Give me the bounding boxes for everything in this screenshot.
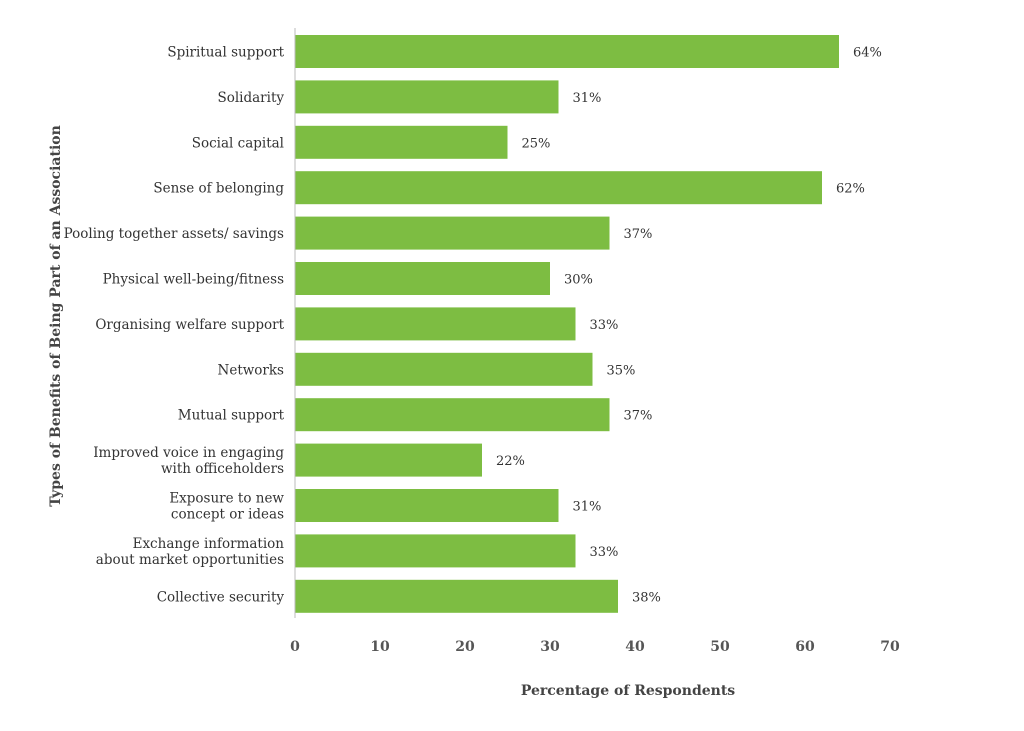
- value-label: 37%: [624, 227, 653, 242]
- category-label: Exchange information about market opportu…: [96, 536, 284, 568]
- category-label: Networks: [218, 362, 285, 378]
- y-axis-title: Types of Benefits of Being Part of an As…: [48, 125, 64, 507]
- category-label-line: Physical well-being/fitness: [103, 272, 284, 288]
- category-labels-group: Spiritual support Solidarity Social capita…: [64, 45, 285, 606]
- bar: [295, 579, 618, 613]
- x-tick-label: 50: [710, 639, 730, 655]
- category-label: Pooling together assets/ savings: [64, 226, 284, 242]
- value-label: 64%: [853, 46, 882, 61]
- bar: [295, 35, 839, 68]
- category-label-line: Solidarity: [217, 90, 284, 106]
- bar: [295, 262, 550, 295]
- value-label: 25%: [522, 136, 551, 151]
- category-label-line: Collective security: [157, 589, 285, 605]
- bar: [295, 80, 559, 114]
- bar: [295, 171, 822, 205]
- x-tick-label: 20: [455, 639, 475, 655]
- x-tick-label: 60: [795, 639, 815, 655]
- bars-group: [295, 35, 839, 613]
- category-label-line: Improved voice in engaging: [93, 445, 284, 461]
- category-label-line: Exposure to new: [169, 491, 284, 507]
- category-label-line: about market opportunities: [96, 552, 284, 568]
- category-label: Exposure to new concept or ideas: [169, 491, 284, 523]
- value-label: 35%: [607, 363, 636, 378]
- category-label: Improved voice in engaging with officehol…: [93, 445, 284, 477]
- bar: [295, 125, 508, 159]
- value-label: 62%: [836, 182, 865, 197]
- category-label-line: Spiritual support: [167, 45, 284, 61]
- category-label: Physical well-being/fitness: [103, 272, 284, 288]
- category-label: Solidarity: [217, 90, 284, 106]
- category-label-line: Sense of belonging: [153, 181, 284, 197]
- bar: [295, 307, 576, 341]
- x-tick-label: 40: [625, 639, 645, 655]
- x-tick-label: 70: [880, 639, 900, 655]
- bar: [295, 489, 559, 522]
- category-label-line: Exchange information: [133, 536, 285, 552]
- category-label: Spiritual support: [167, 45, 284, 61]
- category-label: Mutual support: [178, 408, 285, 424]
- category-label-line: Organising welfare support: [95, 317, 284, 333]
- value-label: 22%: [496, 454, 525, 469]
- category-label: Organising welfare support: [95, 317, 284, 333]
- x-tick-label: 10: [370, 639, 390, 655]
- x-tick-label: 30: [540, 639, 560, 655]
- bar: [295, 216, 610, 250]
- category-label-line: Social capital: [192, 135, 284, 151]
- value-labels-group: 64% 31% 25% 62% 37% 30% 33% 35% 37% 22% 31% 33% 38%: [496, 46, 882, 606]
- category-label: Sense of belonging: [153, 181, 284, 197]
- value-label: 37%: [624, 409, 653, 424]
- x-axis-title: Percentage of Respondents: [521, 683, 735, 699]
- category-label-line: Mutual support: [178, 408, 285, 424]
- x-tick-labels-group: 0 10 20 30 40 50 60 70: [290, 639, 900, 655]
- value-label: 33%: [590, 318, 619, 333]
- bar: [295, 534, 576, 568]
- category-label: Collective security: [157, 589, 285, 605]
- bar: [295, 443, 482, 477]
- value-label: 38%: [632, 590, 661, 605]
- category-label-line: with officeholders: [161, 461, 284, 477]
- category-label-line: concept or ideas: [171, 507, 284, 523]
- value-label: 31%: [573, 91, 602, 106]
- category-label-line: Pooling together assets/ savings: [64, 226, 284, 242]
- value-label: 33%: [590, 545, 619, 560]
- value-label: 30%: [564, 273, 593, 288]
- bar: [295, 398, 610, 432]
- value-label: 31%: [573, 500, 602, 515]
- category-label-line: Networks: [218, 362, 285, 378]
- category-label: Social capital: [192, 135, 284, 151]
- x-tick-label: 0: [290, 639, 300, 655]
- bar: [295, 352, 593, 386]
